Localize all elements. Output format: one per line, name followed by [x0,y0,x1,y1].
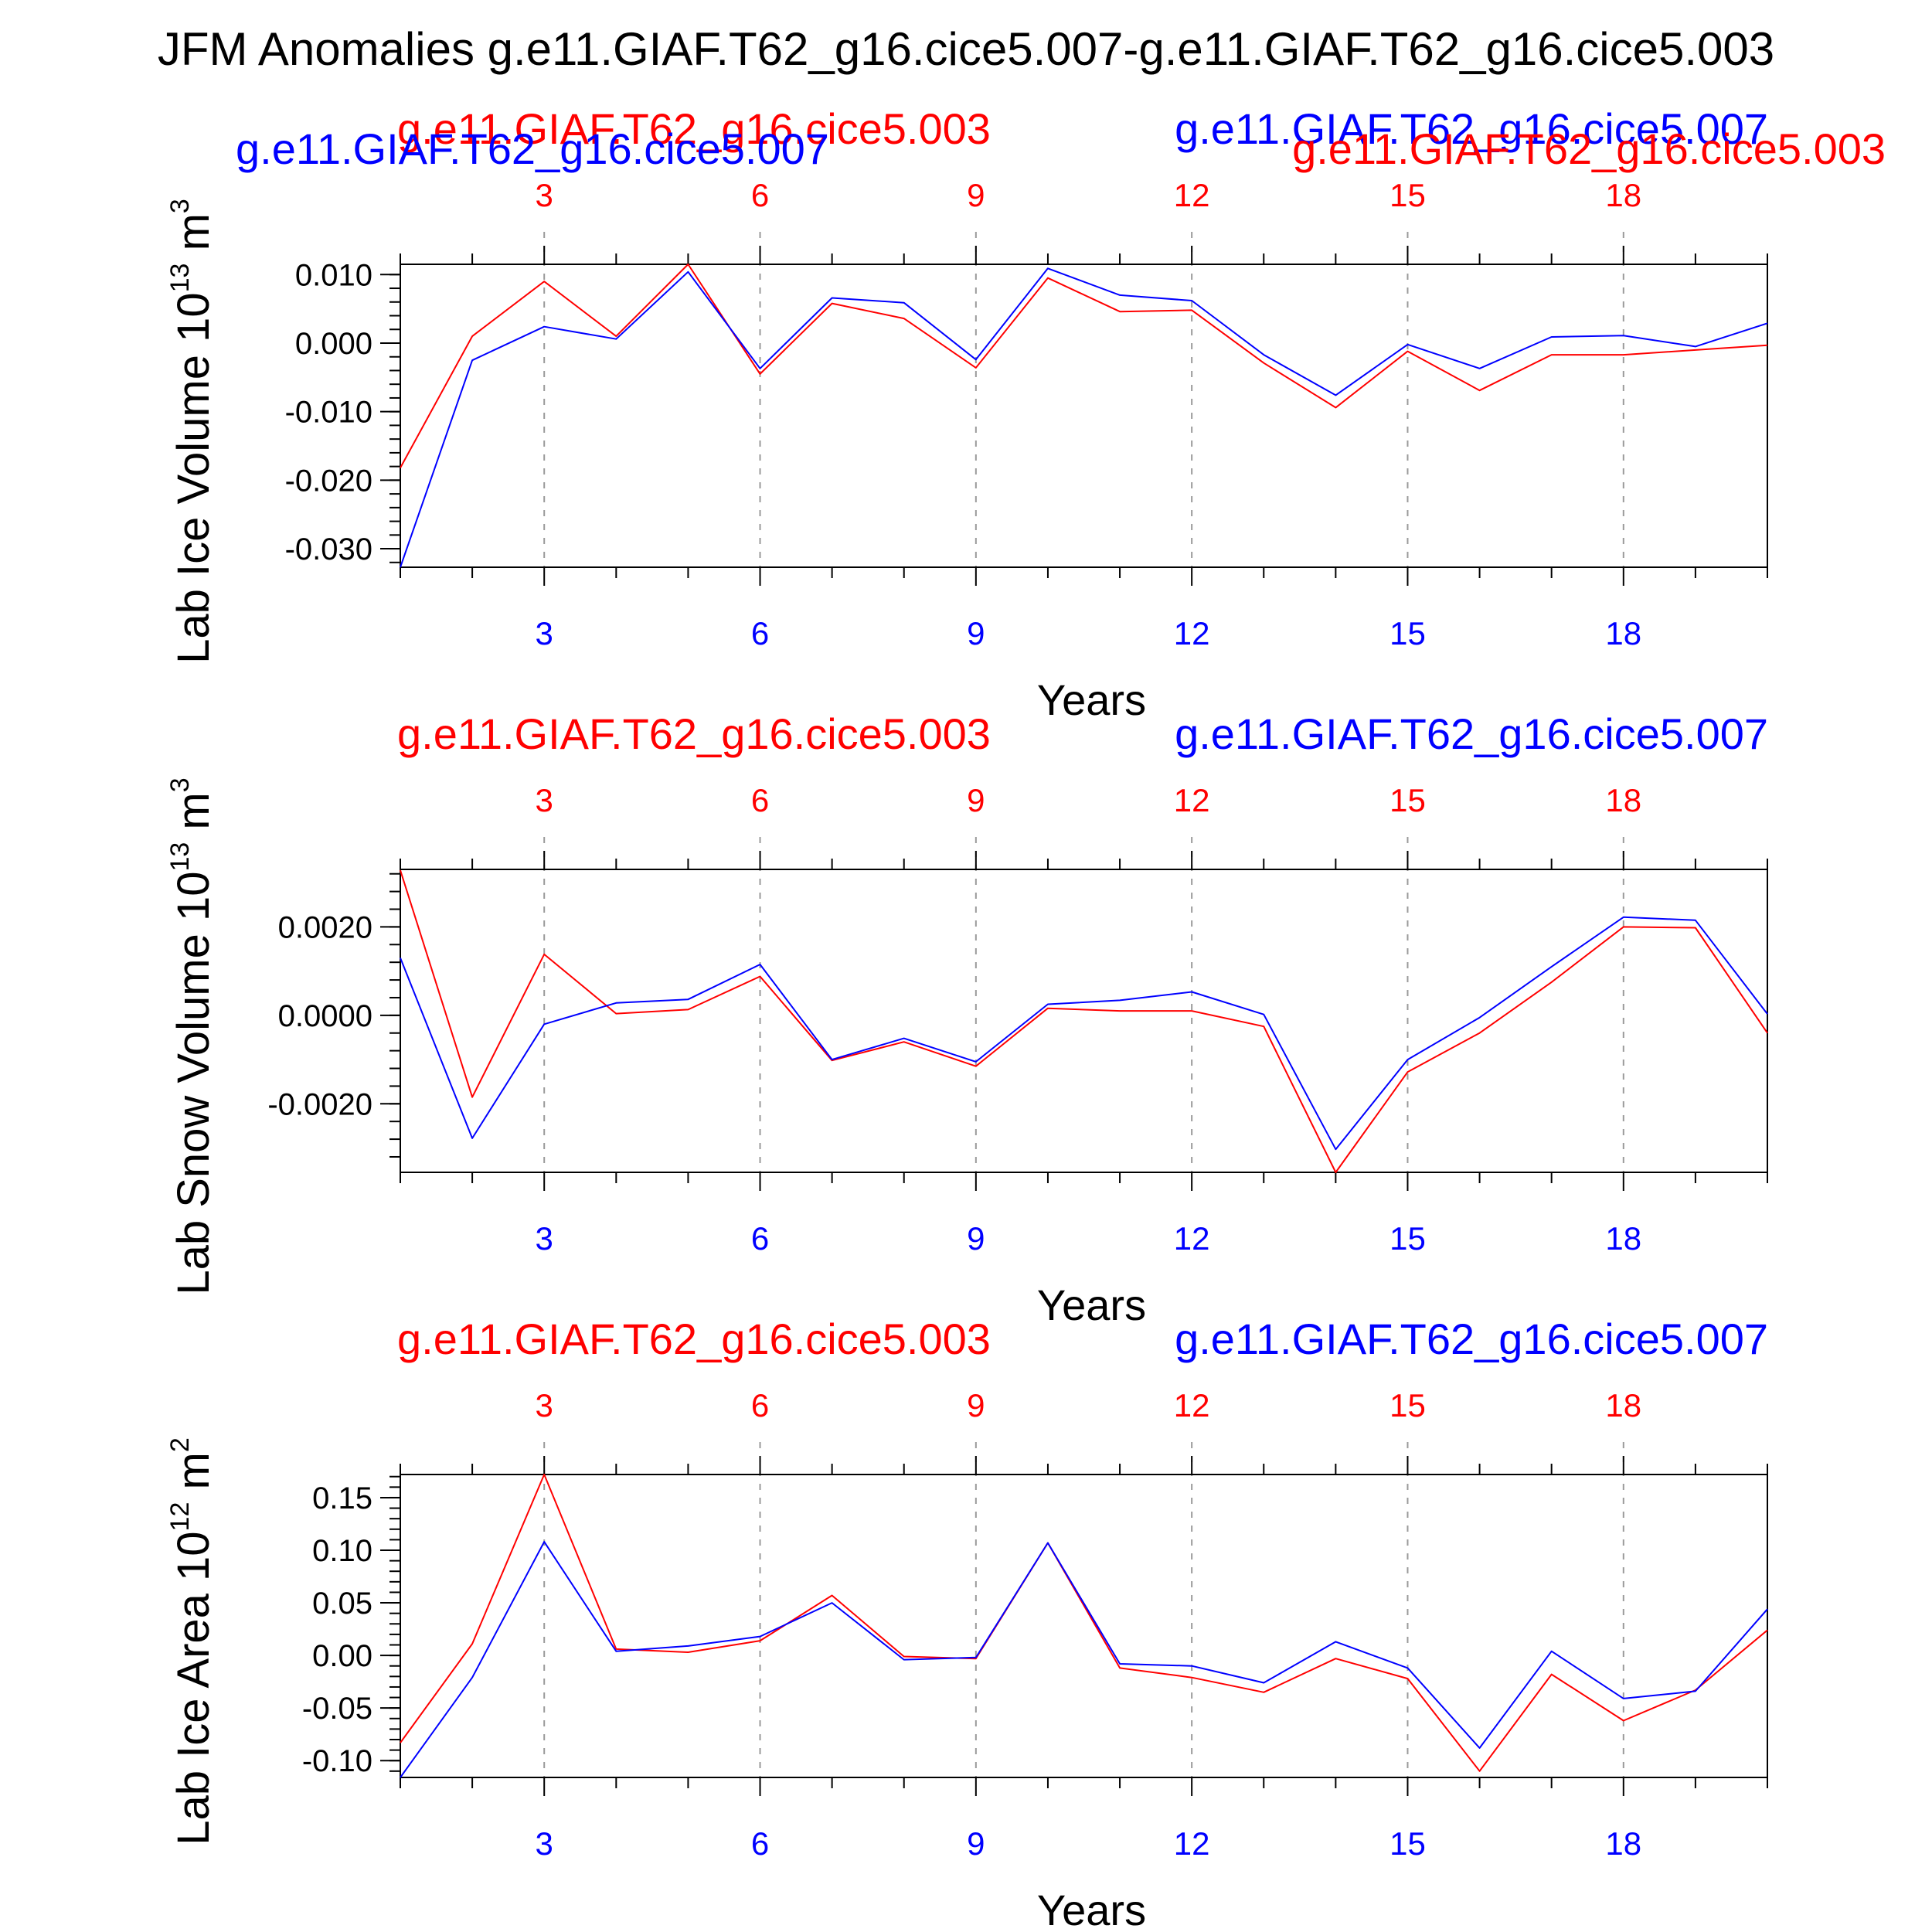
x-axis-title: Years [1037,1886,1146,1932]
x-tick-label-top: 18 [1605,1387,1641,1423]
y-axis-title-unit: m [168,792,219,842]
y-axis-title-exponent: 12 [165,1502,195,1532]
y-axis-title-text: Lab Ice Area 10 [168,1531,219,1845]
series-title-blue: g.e11.GIAF.T62_g16.cice5.007 [236,124,829,173]
x-tick-label-bottom: 3 [536,1220,553,1257]
series-title-blue: g.e11.GIAF.T62_g16.cice5.007 [1175,104,1768,153]
plot-frame [400,869,1768,1173]
y-axis-title: Lab Ice Area 1012 m2 [165,1437,219,1845]
x-tick-label-bottom: 9 [967,615,985,651]
y-axis-title: Lab Snow Volume 1013 m3 [165,777,219,1294]
y-tick-label: 0.000 [295,327,372,361]
series-title-red: g.e11.GIAF.T62_g16.cice5.003 [397,709,991,758]
x-tick-label-top: 6 [751,1387,769,1423]
x-tick-label-top: 15 [1389,782,1426,818]
series-line-blue [400,267,1768,568]
y-tick-label: 0.10 [312,1534,372,1568]
x-tick-label-top: 12 [1174,782,1210,818]
x-tick-label-top: 3 [536,1387,553,1423]
y-tick-label: 0.0020 [278,910,372,944]
chart-panels: -0.030 -0.020 -0.010 0.000 0.010 3 3 6 6 9 9 12 12 15… [165,104,1886,1932]
x-tick-label-bottom: 12 [1174,1220,1210,1257]
x-tick-label-top: 12 [1174,1387,1210,1423]
chart-panel-3: -0.10 -0.05 0.00 0.05 0.10 0.15 3 3 6 6 9 9 12 12 15 15… [165,1315,1768,1932]
x-tick-label-bottom: 3 [536,1825,553,1862]
series-line-red [400,869,1768,1173]
x-tick-label-top: 18 [1605,782,1641,818]
y-axis-title-exponent: 13 [165,842,195,872]
x-tick-label-bottom: 18 [1605,1825,1641,1862]
y-tick-label: -0.05 [302,1692,372,1726]
y-axis-title-unit: m [168,1452,219,1502]
x-tick-label-bottom: 15 [1389,1825,1426,1862]
x-tick-label-bottom: 15 [1389,615,1426,651]
y-tick-label: -0.10 [302,1744,372,1778]
y-tick-label: 0.15 [312,1481,372,1515]
x-tick-label-bottom: 9 [967,1825,985,1862]
y-axis-title-unit-exponent: 2 [165,1437,195,1452]
y-tick-label: 0.05 [312,1587,372,1621]
x-tick-label-top: 15 [1389,177,1426,213]
series-title-blue: g.e11.GIAF.T62_g16.cice5.007 [1175,709,1768,758]
x-tick-label-bottom: 15 [1389,1220,1426,1257]
plot-frame [400,1474,1768,1778]
x-tick-label-bottom: 6 [751,615,769,651]
x-tick-label-top: 9 [967,782,985,818]
x-tick-label-bottom: 9 [967,1220,985,1257]
x-axis-title: Years [1037,675,1146,724]
y-tick-label: -0.030 [285,532,372,566]
x-tick-label-bottom: 18 [1605,615,1641,651]
y-axis-title-unit-exponent: 3 [165,777,195,792]
x-tick-label-bottom: 18 [1605,1220,1641,1257]
y-tick-label: 0.010 [295,258,372,292]
x-tick-label-top: 15 [1389,1387,1426,1423]
y-tick-label: 0.0000 [278,999,372,1033]
y-axis-title-exponent: 13 [165,264,195,293]
chart-panel-1: -0.030 -0.020 -0.010 0.000 0.010 3 3 6 6 9 9 12 12 15… [165,104,1886,724]
x-tick-label-top: 3 [536,782,553,818]
series-line-blue [400,1541,1768,1778]
x-tick-label-top: 6 [751,177,769,213]
y-axis-title-unit: m [168,213,219,263]
series-title-red: g.e11.GIAF.T62_g16.cice5.003 [397,104,991,153]
chart-panel-2: -0.0020 0.0000 0.0020 3 3 6 6 9 9 12 12 15 15 18 18 Yea… [165,709,1768,1329]
x-tick-label-bottom: 12 [1174,615,1210,651]
series-line-red [400,1474,1768,1772]
x-tick-label-bottom: 12 [1174,1825,1210,1862]
y-tick-label: 0.00 [312,1639,372,1673]
x-axis-title: Years [1037,1281,1146,1329]
plot-frame [400,264,1768,568]
series-title-blue: g.e11.GIAF.T62_g16.cice5.007 [1175,1315,1768,1363]
series-line-blue [400,916,1768,1151]
figure-title: JFM Anomalies g.e11.GIAF.T62_g16.cice5.0… [158,23,1774,75]
x-tick-label-top: 6 [751,782,769,818]
series-title-red: g.e11.GIAF.T62_g16.cice5.003 [397,1315,991,1363]
y-tick-label: -0.0020 [267,1087,372,1121]
y-axis-title-text: Lab Snow Volume 10 [168,872,219,1295]
x-tick-label-top: 3 [536,177,553,213]
x-tick-label-bottom: 6 [751,1220,769,1257]
x-tick-label-top: 9 [967,177,985,213]
y-tick-label: -0.010 [285,396,372,430]
series-title-red: g.e11.GIAF.T62_g16.cice5.003 [1292,124,1886,173]
y-axis-title-text: Lab Ice Volume 10 [168,292,219,663]
y-tick-label: -0.020 [285,464,372,498]
y-axis-title: Lab Ice Volume 1013 m3 [165,199,219,664]
x-tick-label-bottom: 6 [751,1825,769,1862]
x-tick-label-top: 12 [1174,177,1210,213]
y-axis-title-unit-exponent: 3 [165,199,195,213]
x-tick-label-top: 18 [1605,177,1641,213]
x-tick-label-top: 9 [967,1387,985,1423]
x-tick-label-bottom: 3 [536,615,553,651]
series-line-red [400,264,1768,468]
